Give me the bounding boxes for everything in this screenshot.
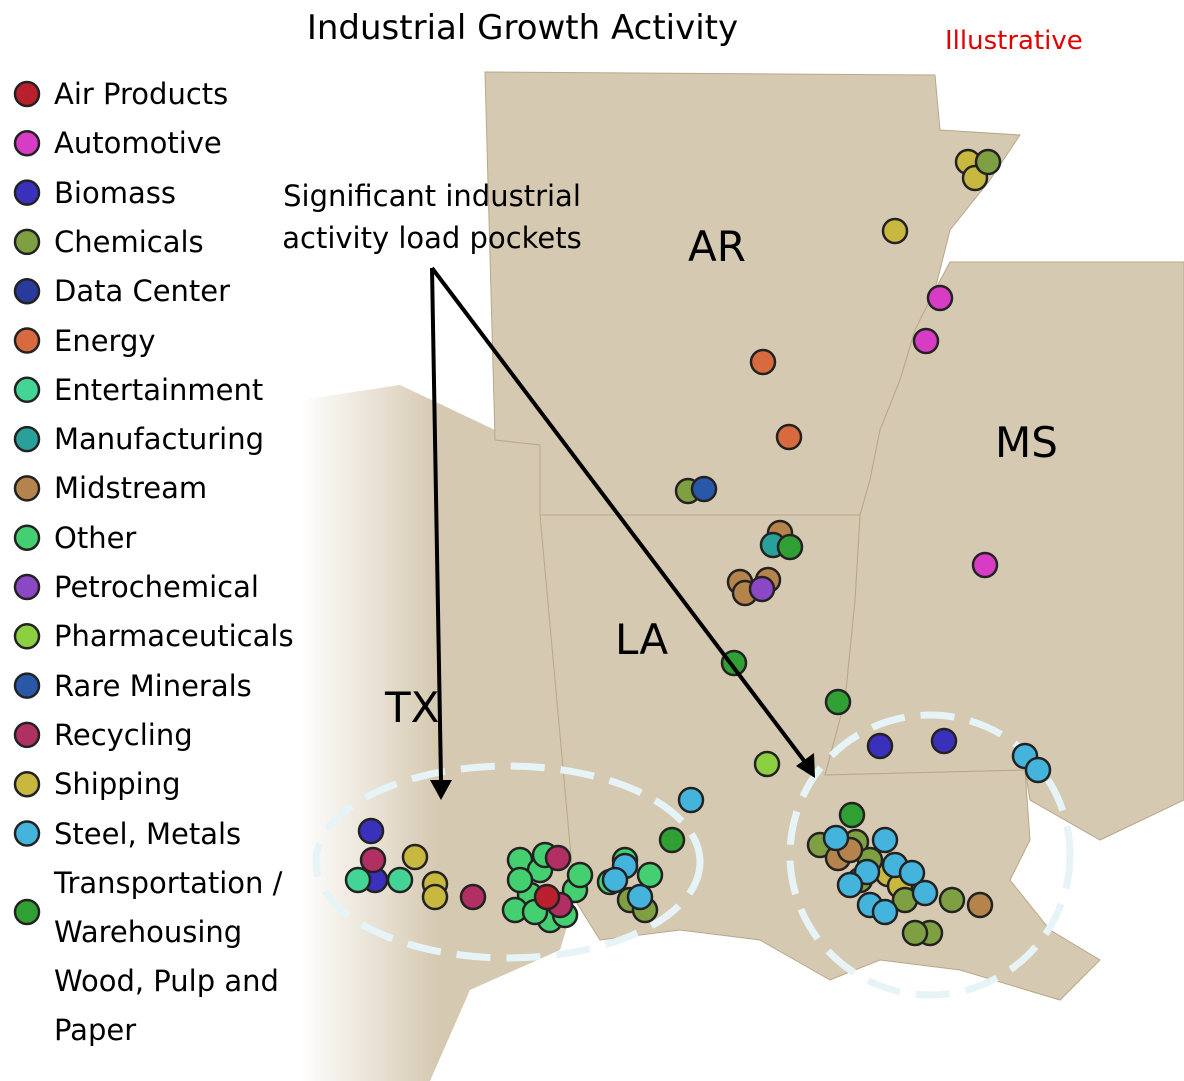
site-marker (838, 801, 866, 829)
legend-label: Other (54, 520, 137, 555)
sites (344, 148, 1052, 947)
legend-label: Biomass (54, 175, 176, 210)
legend-label: Recycling (54, 717, 193, 752)
legend-label: Chemicals (54, 224, 204, 259)
site-marker (13, 623, 41, 650)
site-marker (912, 327, 940, 355)
site-marker (13, 721, 41, 749)
site-marker (401, 843, 429, 871)
legend-label: Wood, Pulp and Paper (54, 964, 279, 1048)
site-marker (871, 826, 899, 854)
site-marker (775, 423, 803, 451)
site-marker (658, 826, 686, 854)
state-label: LA (615, 615, 669, 664)
site-marker (13, 573, 41, 601)
site-marker (13, 327, 41, 354)
site-marker (871, 898, 899, 926)
title: Industrial Growth Activity (306, 8, 739, 48)
state-label: TX (385, 683, 440, 732)
site-marker (971, 551, 999, 579)
site-marker (881, 217, 909, 245)
site-marker (506, 866, 534, 894)
site-marker (13, 425, 41, 453)
site-marker (690, 475, 718, 503)
site-marker (13, 228, 41, 256)
site-marker (753, 750, 781, 778)
site-marker (930, 727, 958, 755)
site-marker (13, 524, 41, 551)
arrow (430, 267, 443, 781)
pocket-ring (786, 711, 1074, 999)
legend-label: Rare Minerals (54, 668, 252, 703)
site-marker (13, 820, 41, 847)
site-marker (822, 824, 850, 852)
legend-label: Air Products (54, 77, 229, 111)
legend-label: Steel, Metals (54, 816, 242, 851)
legend-label: Energy (54, 323, 156, 358)
legend-label: Transportation / Warehousing (54, 865, 283, 949)
site-marker (533, 883, 561, 911)
site-marker (544, 844, 572, 872)
pocket-rings (312, 711, 1074, 999)
site-marker (13, 130, 41, 157)
arrow-head (796, 753, 815, 778)
site-marker (1024, 756, 1052, 784)
site-marker (911, 879, 939, 907)
site-marker (386, 866, 414, 894)
pocket-ring (312, 762, 704, 962)
site-marker (626, 883, 654, 911)
site-marker (344, 866, 372, 894)
site-marker (974, 148, 1002, 176)
site-marker (421, 883, 449, 911)
site-marker (749, 348, 777, 376)
site-marker (13, 80, 41, 108)
site-marker (836, 871, 864, 899)
site-marker (938, 886, 966, 914)
arrow (430, 266, 807, 764)
legend-label: Automotive (54, 126, 222, 161)
legend-markers (13, 80, 41, 926)
site-marker (13, 376, 41, 404)
site-marker (566, 861, 594, 889)
state-label: MS (995, 418, 1058, 467)
annotation: Significant industrial activity load poc… (282, 179, 582, 255)
site-marker (901, 919, 929, 947)
legend-label: Petrochemical (54, 570, 259, 604)
site-marker (677, 786, 705, 814)
site-marker (966, 891, 994, 919)
badge: Illustrative (945, 26, 1083, 56)
legend-label: Shipping (54, 767, 181, 802)
site-marker (13, 898, 41, 926)
site-marker (359, 846, 387, 874)
legend-label: Entertainment (54, 372, 264, 407)
site-marker (13, 672, 41, 699)
site-marker (13, 179, 41, 206)
site-marker (636, 861, 664, 889)
site-marker (13, 277, 41, 305)
site-marker (926, 284, 954, 312)
site-marker (898, 859, 926, 887)
site-marker (748, 575, 776, 603)
site-marker (601, 866, 629, 894)
site-marker (776, 533, 804, 561)
site-marker (459, 883, 487, 911)
arrow-head (430, 780, 452, 800)
site-marker (13, 770, 41, 798)
site-marker (824, 688, 852, 716)
legend-label: Pharmaceuticals (54, 619, 294, 654)
legend-label: Midstream (54, 471, 208, 506)
legend-label: Data Center (54, 274, 231, 309)
arrows (430, 266, 815, 800)
site-marker (866, 732, 894, 760)
state-label: AR (688, 222, 746, 271)
site-marker (13, 475, 41, 502)
legend-label: Manufacturing (54, 422, 264, 457)
site-marker (357, 817, 385, 845)
